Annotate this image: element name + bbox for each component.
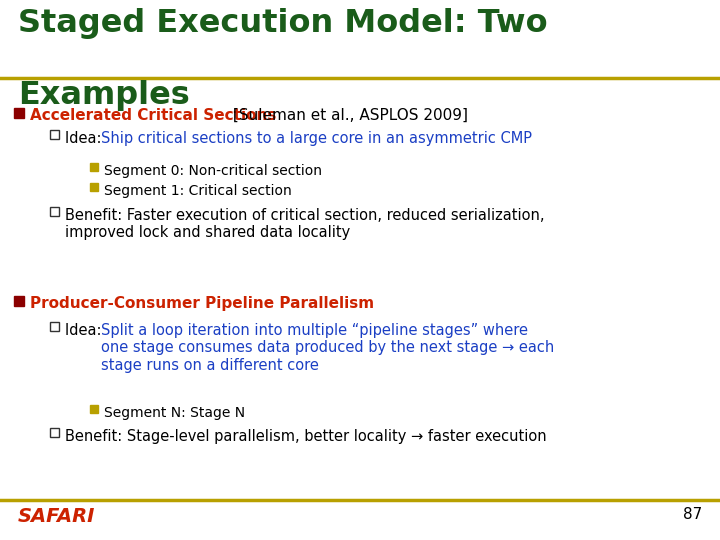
Text: Split a loop iteration into multiple “pipeline stages” where
one stage consumes : Split a loop iteration into multiple “pi… [101,323,554,373]
Bar [90,405,98,413]
Text: Idea:: Idea: [65,323,106,338]
Text: Staged Execution Model: Two: Staged Execution Model: Two [18,8,548,39]
Bar [14,296,24,306]
Text: Benefit: Faster execution of critical section, reduced serialization,
improved l: Benefit: Faster execution of critical se… [65,208,544,240]
Bar [50,130,59,139]
Text: 87: 87 [683,507,702,522]
Text: SAFARI: SAFARI [18,507,95,526]
Text: Segment 0: Non-critical section: Segment 0: Non-critical section [104,164,322,178]
Bar [50,322,59,331]
Text: [Suleman et al., ASPLOS 2009]: [Suleman et al., ASPLOS 2009] [228,108,468,123]
Bar [90,163,98,171]
Text: Ship critical sections to a large core in an asymmetric CMP: Ship critical sections to a large core i… [101,131,532,146]
Bar [50,428,59,437]
Bar [14,108,24,118]
Text: Idea:: Idea: [65,131,106,146]
Text: Segment 1: Critical section: Segment 1: Critical section [104,184,292,198]
Text: Benefit: Stage-level parallelism, better locality → faster execution: Benefit: Stage-level parallelism, better… [65,429,546,444]
Text: Accelerated Critical Sections: Accelerated Critical Sections [30,108,276,123]
Text: Producer-Consumer Pipeline Parallelism: Producer-Consumer Pipeline Parallelism [30,296,374,311]
Bar [50,207,59,216]
Text: Segment N: Stage N: Segment N: Stage N [104,406,245,420]
Text: Examples: Examples [18,80,190,111]
Bar [90,183,98,191]
